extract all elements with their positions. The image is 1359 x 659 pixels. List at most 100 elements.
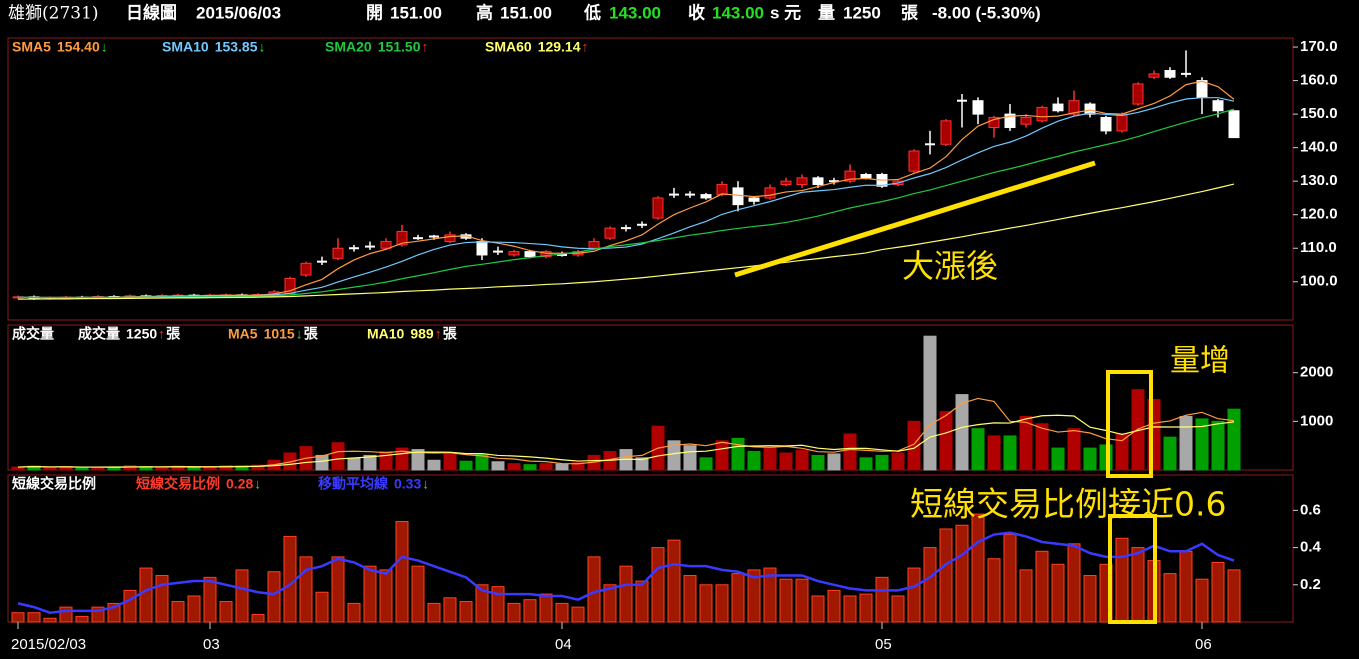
legend-trend: ↑ xyxy=(582,39,589,55)
legend-name: SMA5 xyxy=(12,39,51,55)
candle-body xyxy=(1004,113,1016,129)
bar xyxy=(907,567,921,623)
candle-body xyxy=(1164,70,1176,78)
change: -8.00 (-5.30%) xyxy=(932,3,1041,22)
bar xyxy=(747,569,761,623)
bar xyxy=(811,595,825,623)
bar xyxy=(27,612,41,623)
bar xyxy=(1083,574,1097,623)
bar xyxy=(1051,447,1065,471)
candle-body xyxy=(1020,116,1032,125)
bar xyxy=(1179,550,1193,623)
bar xyxy=(603,584,617,623)
bar xyxy=(715,584,729,623)
bar xyxy=(571,462,585,471)
bar xyxy=(635,457,649,471)
bar xyxy=(187,467,201,471)
candle-body xyxy=(524,251,536,258)
bar xyxy=(203,576,217,623)
bar xyxy=(843,595,857,623)
legend-trend: ↓ xyxy=(254,476,261,492)
stock-name: 雄獅(2731) xyxy=(8,4,99,24)
plot: 100.0 110.0 120.0 130.0 140.0 150.0 160.0 170.0… xyxy=(7,37,1338,653)
candle-body xyxy=(1132,83,1144,105)
candle-body xyxy=(780,180,792,186)
bar xyxy=(251,614,265,623)
candle-body xyxy=(860,173,872,179)
close: 143.00 xyxy=(712,3,764,22)
bar xyxy=(539,463,553,471)
bar xyxy=(907,420,921,471)
bar xyxy=(347,602,361,623)
bar xyxy=(747,451,761,471)
candle-body xyxy=(748,197,760,202)
bar xyxy=(939,528,953,623)
x-tick-label: 04 xyxy=(555,636,572,653)
y-tick-label: 140.0 xyxy=(1300,139,1338,156)
bar xyxy=(795,578,809,623)
bar xyxy=(1131,547,1145,623)
bar xyxy=(43,467,57,471)
bar xyxy=(507,602,521,623)
bar xyxy=(891,452,905,471)
legend-last-label: 129.14 xyxy=(538,39,581,55)
bar xyxy=(59,606,73,623)
candle-body xyxy=(1100,116,1112,132)
bar xyxy=(443,453,457,471)
bar xyxy=(475,584,489,623)
bar xyxy=(555,463,569,471)
legend-name: SMA10 xyxy=(162,39,209,55)
bar xyxy=(1179,415,1193,471)
candle-body xyxy=(700,194,712,199)
bar xyxy=(427,602,441,623)
bar xyxy=(939,411,953,471)
candle-body xyxy=(1068,100,1080,115)
low-label: 低 xyxy=(583,2,601,22)
legend-trend: ↑ xyxy=(158,326,165,342)
bar xyxy=(331,442,345,471)
y-tick-label: 150.0 xyxy=(1300,105,1338,122)
bar xyxy=(1115,537,1129,623)
bar xyxy=(843,433,857,471)
y-tick-label: 100.0 xyxy=(1300,273,1338,290)
panel-title: 短線交易比例 xyxy=(12,476,96,492)
bar xyxy=(571,606,585,623)
bar xyxy=(123,589,137,623)
bar xyxy=(683,445,697,471)
legend-trend: ↑ xyxy=(422,39,429,55)
bar xyxy=(11,466,25,471)
bar xyxy=(1019,569,1033,623)
bar xyxy=(523,464,537,471)
date: 2015/06/03 xyxy=(196,3,281,22)
bar xyxy=(555,602,569,623)
candle-body xyxy=(1228,110,1240,139)
candle-body xyxy=(716,184,728,196)
bar xyxy=(155,574,169,623)
bar xyxy=(859,593,873,623)
bar xyxy=(1019,415,1033,471)
bar xyxy=(955,394,969,471)
bar xyxy=(587,556,601,623)
bar xyxy=(11,612,25,623)
bar xyxy=(491,461,505,471)
bar xyxy=(1115,433,1129,471)
legend-unit: 張 xyxy=(166,326,181,342)
candle-body xyxy=(476,241,488,256)
annotation: 量增 xyxy=(1170,344,1230,379)
legend-trend: ↓ xyxy=(296,326,303,342)
bar xyxy=(315,454,329,471)
y-tick-label: 0.2 xyxy=(1300,576,1321,593)
legend-trend: ↓ xyxy=(422,476,429,492)
candle-body xyxy=(1052,103,1064,112)
bar xyxy=(267,571,281,623)
legend-unit: 張 xyxy=(443,326,458,342)
legend-trend: ↓ xyxy=(259,39,266,55)
bar xyxy=(667,440,681,471)
period: 日線圖 xyxy=(126,2,177,22)
bar xyxy=(1195,578,1209,623)
ma-line xyxy=(17,97,1235,299)
x-tick-label: 06 xyxy=(1195,636,1212,653)
bar xyxy=(779,452,793,471)
